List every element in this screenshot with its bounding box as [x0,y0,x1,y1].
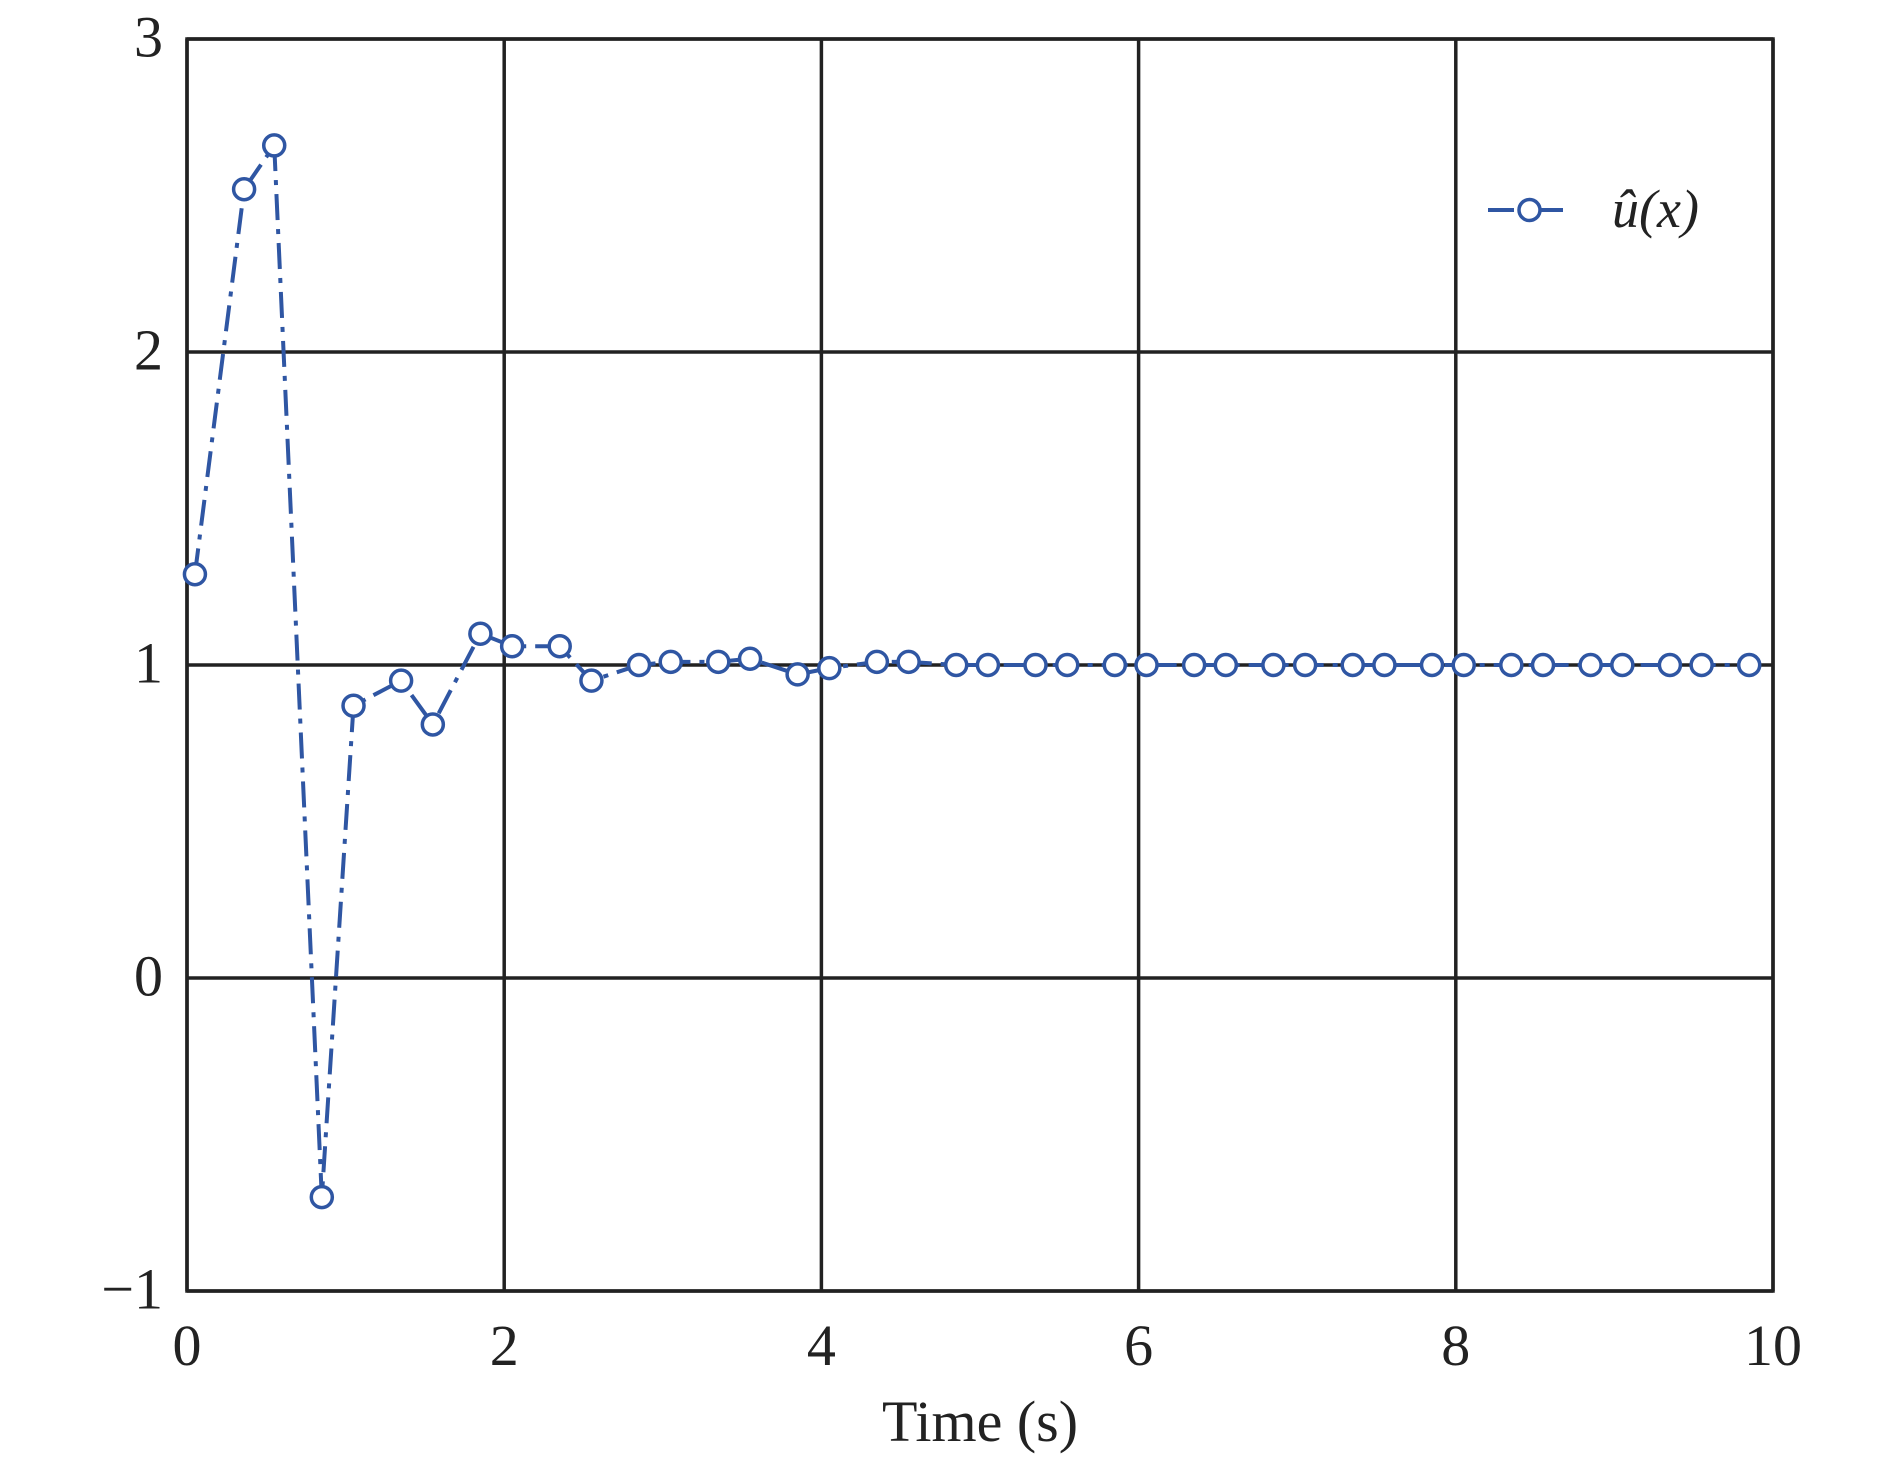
x-tick-label: 10 [1744,1313,1802,1378]
x-tick-label: 6 [1124,1313,1153,1378]
data-point [943,652,969,678]
data-point [388,668,414,693]
data-point [261,133,287,158]
data-point [817,655,842,681]
y-tick-label: 0 [134,943,163,1008]
data-point [737,646,763,671]
data-point [1023,652,1048,678]
data-point [1372,652,1397,678]
x-tick-label: 4 [807,1313,836,1378]
data-point [1657,652,1683,678]
legend-marker [1517,197,1542,223]
data-point [1340,652,1365,678]
y-tick-label: 2 [134,317,163,382]
data-point [1419,652,1445,678]
data-point [785,662,810,687]
data-point [1499,652,1524,678]
data-point [1134,652,1159,678]
data-point [309,1184,335,1210]
y-tick-label: −1 [101,1256,163,1321]
data-point [341,693,366,718]
y-tick-label: 1 [134,630,163,695]
data-point [1054,652,1080,678]
data-point [658,649,683,675]
data-point [182,561,208,587]
data-point [706,649,731,675]
series-group [182,133,1762,1210]
data-point [1610,652,1635,678]
data-point [896,649,921,675]
data-point [547,633,572,659]
data-point [468,621,493,646]
y-tick-label: 3 [134,4,163,69]
data-point [1181,652,1207,678]
x-tick-label: 2 [490,1313,519,1378]
data-point [1530,652,1556,678]
series-line [192,143,1750,1200]
data-point [499,633,525,659]
data-point [420,712,446,737]
plot-frame [185,37,1775,1293]
x-tick-label: 8 [1441,1313,1470,1378]
data-point [975,652,1001,678]
y-axis: −1 0 1 2 3 [101,4,163,1321]
data-point [626,652,652,678]
x-axis-title: Time (s) [882,1389,1078,1454]
legend: û(x) [1488,179,1699,239]
legend-label: û(x) [1612,179,1699,239]
data-point [1736,652,1762,678]
data-point [231,176,257,202]
data-point [864,649,890,675]
data-point [1292,652,1318,678]
data-point [579,668,604,693]
x-axis: 0 2 4 6 8 10 [173,1313,1803,1378]
x-tick-label: 0 [173,1313,202,1378]
data-point [1578,652,1603,678]
data-point [1689,652,1714,678]
data-point [1213,652,1239,678]
data-point [1261,652,1286,678]
data-point [1451,652,1476,678]
data-point [1102,652,1128,678]
